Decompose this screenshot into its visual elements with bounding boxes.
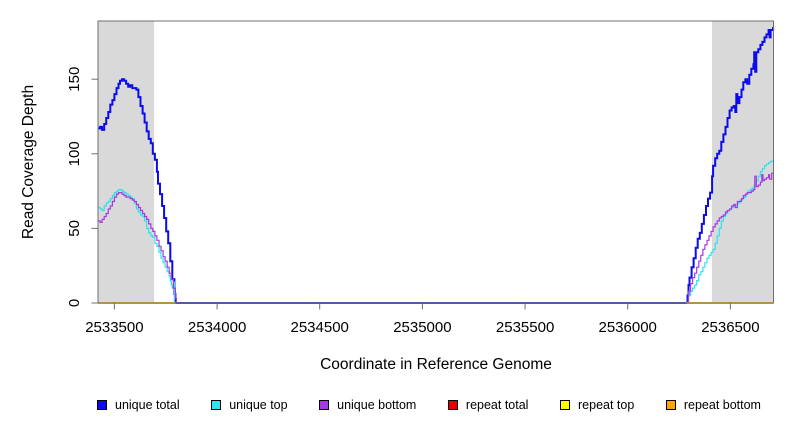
y-axis-tick-label: 0 <box>66 299 83 307</box>
x-axis-tick-label: 2535000 <box>393 319 451 336</box>
y-axis-label: Read Coverage Depth <box>20 85 37 239</box>
legend-label: unique top <box>229 398 288 412</box>
x-axis-tick-label: 2533500 <box>85 319 143 336</box>
x-axis-tick-label: 2536500 <box>701 319 759 336</box>
legend-swatch-unique-total-icon <box>97 400 107 410</box>
y-axis-tick-label: 100 <box>66 141 83 166</box>
legend-swatch-unique-bottom-icon <box>319 400 330 410</box>
ticks-layer: 2533500 2534000 2534500 2535000 2535500 25360… <box>66 67 760 336</box>
legend-swatch-repeat-bottom-icon <box>665 400 676 410</box>
legend-swatch-repeat-top-icon <box>560 400 570 410</box>
legend-item-repeat-total: repeat total <box>447 398 529 412</box>
x-axis-tick-label: 2535500 <box>496 319 554 336</box>
legend-label: unique total <box>115 398 180 412</box>
series-line-unique-total <box>98 27 775 304</box>
legend-label: repeat top <box>578 398 635 412</box>
legend-item-unique-total: unique total <box>97 398 180 412</box>
repeat-region <box>711 21 774 303</box>
series-line-unique-top <box>98 159 774 304</box>
series-line-unique-bottom <box>98 172 774 304</box>
y-axis-tick-label: 50 <box>66 220 83 237</box>
series-layer <box>98 27 775 304</box>
axes-frame-layer <box>97 20 774 304</box>
legend-item-repeat-bottom: repeat bottom <box>665 398 761 412</box>
repeat-region <box>98 21 155 303</box>
legend-label: repeat bottom <box>683 398 761 412</box>
legend-item-unique-top: unique top <box>211 398 288 412</box>
y-axis-tick-label: 150 <box>66 67 83 92</box>
legend-label: unique bottom <box>337 398 417 412</box>
legend-item-unique-bottom: unique bottom <box>319 398 416 412</box>
x-axis-tick-label: 2534000 <box>188 319 246 336</box>
repeat-regions-layer <box>98 21 774 303</box>
x-axis-label: Coordinate in Reference Genome <box>320 356 552 373</box>
x-axis-tick-label: 2534500 <box>290 319 348 336</box>
legend-swatch-unique-top-icon <box>211 400 222 410</box>
plot-border <box>97 20 774 304</box>
legend-swatch-repeat-total-icon <box>447 400 458 410</box>
legend: unique total unique top unique bottom repea… <box>97 398 761 412</box>
legend-label: repeat total <box>465 398 529 412</box>
legend-item-repeat-top: repeat top <box>560 398 634 412</box>
x-axis-tick-label: 2536000 <box>598 319 656 336</box>
